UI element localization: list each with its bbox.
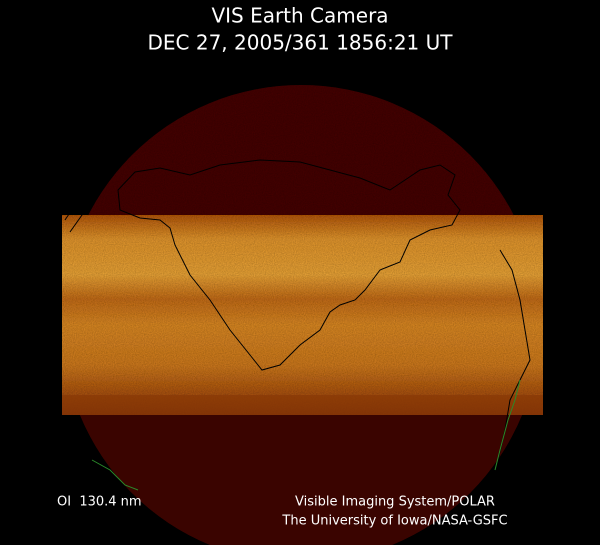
coastline-east — [497, 249, 531, 461]
instrument: Visible Imaging System/POLAR — [295, 495, 495, 510]
institution: The University of Iowa/NASA-GSFC — [281, 514, 507, 529]
band-edge — [62, 395, 543, 415]
coastline-green — [494, 379, 521, 471]
coastline-green-south — [91, 459, 139, 491]
coastline — [117, 159, 461, 371]
wavelength: OI 130.4 nm — [57, 495, 142, 510]
timestamp: DEC 27, 2005/361 1856:21 UT — [148, 31, 454, 55]
coastline-west — [64, 204, 83, 233]
scan-band — [62, 215, 543, 415]
title: VIS Earth Camera — [211, 4, 388, 28]
